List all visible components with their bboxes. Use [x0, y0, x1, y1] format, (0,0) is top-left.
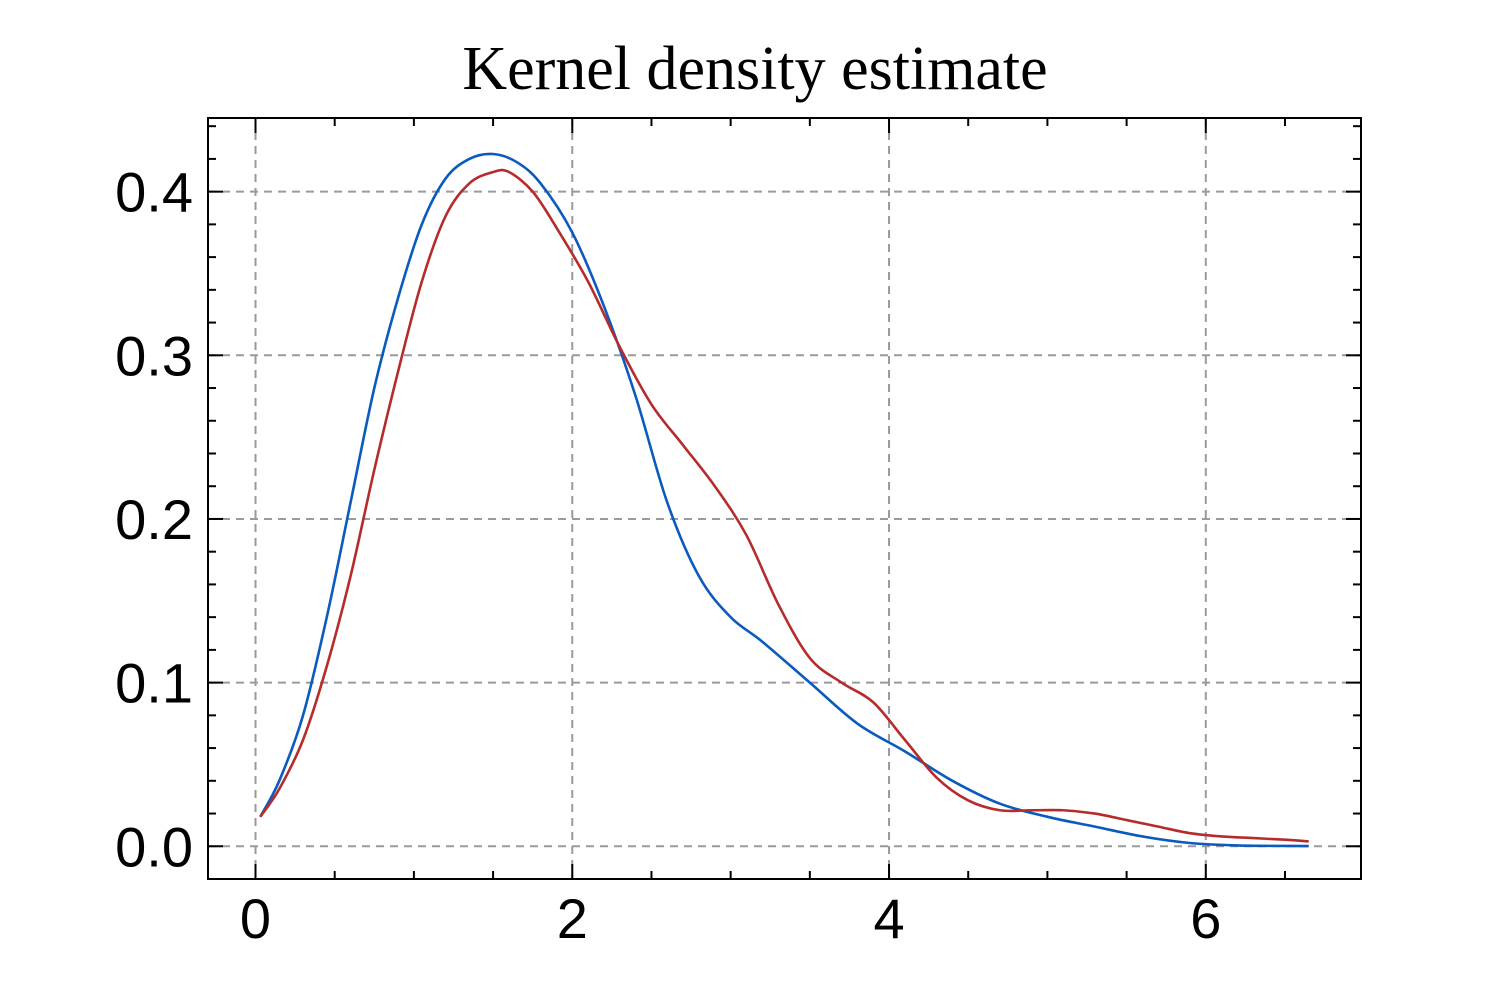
x-tick-label: 2: [557, 887, 588, 950]
x-tick-label: 4: [873, 887, 904, 950]
y-tick-label: 0.4: [115, 161, 193, 224]
plot-frame: [207, 117, 1362, 880]
y-tick-label: 0.2: [115, 488, 193, 551]
grid-lines: [208, 118, 1361, 879]
y-tick-label: 0.0: [115, 815, 193, 878]
chart-title: Kernel density estimate: [462, 35, 1048, 103]
y-tick-label: 0.3: [115, 324, 193, 387]
series-line-blue: [259, 152, 1309, 848]
x-tick-label: 0: [240, 887, 271, 950]
x-tick-labels: 0 2 4 6: [240, 887, 1221, 950]
series-lines: [259, 152, 1309, 848]
series-line-red: [259, 168, 1309, 843]
y-tick-labels: 0.0 0.1 0.2 0.3 0.4: [115, 161, 193, 879]
axis-ticks: [208, 118, 1361, 880]
y-tick-label: 0.1: [115, 652, 193, 715]
x-tick-label: 6: [1190, 887, 1221, 950]
